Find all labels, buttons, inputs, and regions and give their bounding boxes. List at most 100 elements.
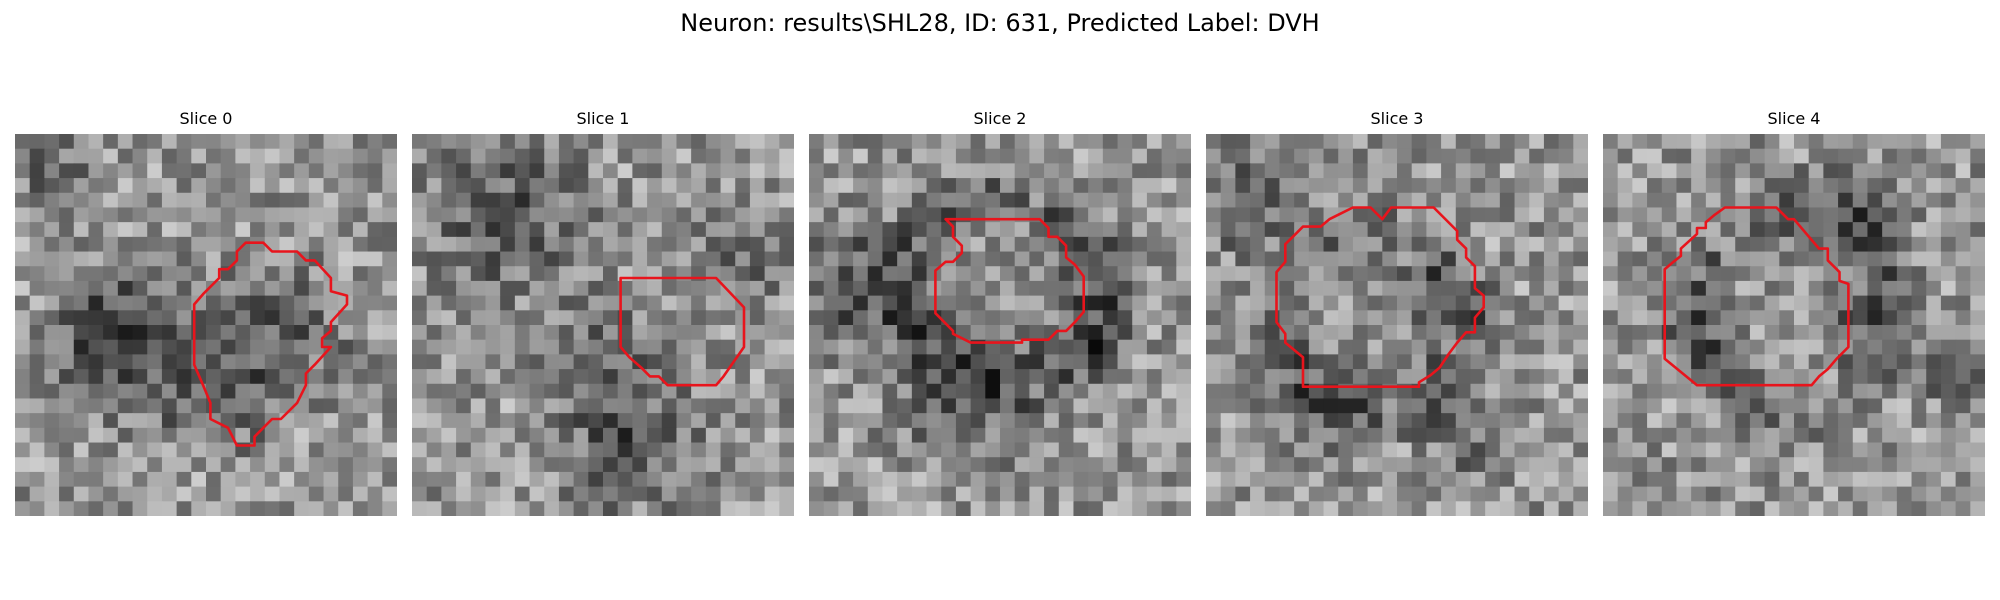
image-pixel: [1323, 471, 1339, 488]
image-pixel: [1617, 178, 1633, 194]
image-pixel: [1367, 325, 1383, 341]
image-pixel: [1014, 471, 1030, 488]
image-pixel: [647, 442, 663, 458]
image-pixel: [1499, 222, 1516, 238]
image-pixel: [1308, 339, 1325, 355]
image-pixel: [15, 427, 31, 444]
image-pixel: [1529, 148, 1545, 164]
image-pixel: [1176, 369, 1191, 385]
image-pixel: [941, 427, 957, 444]
image-pixel: [1132, 339, 1148, 355]
image-pixel: [867, 251, 884, 267]
image-pixel: [882, 427, 898, 444]
image-pixel: [985, 310, 1001, 326]
image-pixel: [1779, 413, 1795, 429]
image-pixel: [1529, 442, 1545, 458]
image-pixel: [1882, 369, 1898, 385]
image-pixel: [1117, 192, 1133, 209]
image-pixel: [1264, 134, 1281, 150]
image-pixel: [1117, 163, 1133, 179]
image-pixel: [1294, 457, 1310, 473]
image-pixel: [500, 266, 516, 282]
image-pixel: [1146, 310, 1163, 326]
image-pixel: [1308, 369, 1325, 385]
image-pixel: [676, 442, 692, 458]
image-pixel: [1250, 148, 1266, 164]
image-pixel: [970, 251, 986, 267]
image-pixel: [147, 383, 163, 400]
image-pixel: [1779, 222, 1795, 238]
image-pixel: [1573, 325, 1588, 341]
image-pixel: [1882, 236, 1898, 253]
image-pixel: [1926, 148, 1942, 164]
image-pixel: [264, 457, 281, 473]
image-pixel: [1603, 486, 1619, 502]
image-pixel: [1764, 280, 1780, 297]
image-pixel: [323, 383, 339, 400]
image-pixel: [1455, 310, 1472, 326]
image-pixel: [308, 339, 325, 355]
image-pixel: [1176, 471, 1191, 488]
image-pixel: [88, 192, 104, 209]
image-pixel: [1794, 413, 1810, 429]
image-pixel: [1867, 207, 1883, 223]
image-pixel: [779, 486, 794, 502]
image-pixel: [220, 251, 236, 267]
image-pixel: [470, 310, 487, 326]
image-pixel: [588, 134, 604, 150]
image-pixel: [382, 163, 397, 179]
image-pixel: [603, 398, 619, 414]
image-pixel: [1617, 163, 1633, 179]
image-pixel: [103, 486, 119, 502]
image-pixel: [1014, 501, 1030, 516]
image-pixel: [1529, 413, 1545, 429]
image-pixel: [500, 369, 516, 385]
image-pixel: [426, 163, 442, 179]
image-pixel: [1661, 486, 1678, 502]
image-pixel: [15, 325, 31, 341]
image-pixel: [1911, 383, 1927, 400]
image-pixel: [1779, 148, 1795, 164]
image-pixel: [294, 310, 310, 326]
image-pixel: [1632, 236, 1648, 253]
image-pixel: [514, 207, 531, 223]
image-pixel: [352, 486, 369, 502]
image-pixel: [1852, 369, 1869, 385]
image-pixel: [206, 148, 222, 164]
image-pixel: [279, 192, 295, 209]
image-pixel: [367, 280, 383, 297]
image-pixel: [103, 207, 119, 223]
image-pixel: [1852, 178, 1869, 194]
image-pixel: [853, 207, 869, 223]
image-pixel: [1926, 163, 1942, 179]
image-pixel: [103, 457, 119, 473]
image-pixel: [1794, 192, 1810, 209]
image-pixel: [705, 207, 722, 223]
image-pixel: [1720, 192, 1736, 209]
image-pixel: [985, 413, 1001, 429]
image-pixel: [103, 178, 119, 194]
image-pixel: [529, 280, 545, 297]
image-pixel: [1808, 251, 1824, 267]
image-pixel: [1735, 486, 1751, 502]
image-pixel: [1073, 427, 1089, 444]
image-pixel: [456, 222, 472, 238]
image-pixel: [412, 280, 428, 297]
image-pixel: [132, 413, 148, 429]
image-pixel: [558, 354, 575, 370]
image-pixel: [1426, 134, 1442, 150]
image-pixel: [1117, 339, 1133, 355]
image-pixel: [1161, 457, 1177, 473]
image-pixel: [323, 207, 339, 223]
image-pixel: [705, 280, 722, 297]
image-pixel: [1808, 207, 1824, 223]
image-pixel: [1764, 413, 1780, 429]
image-pixel: [1161, 222, 1177, 238]
image-pixel: [500, 163, 516, 179]
image-pixel: [132, 501, 148, 516]
image-pixel: [1264, 207, 1281, 223]
image-pixel: [764, 280, 780, 297]
image-pixel: [661, 501, 678, 516]
image-pixel: [44, 486, 60, 502]
image-pixel: [823, 427, 839, 444]
